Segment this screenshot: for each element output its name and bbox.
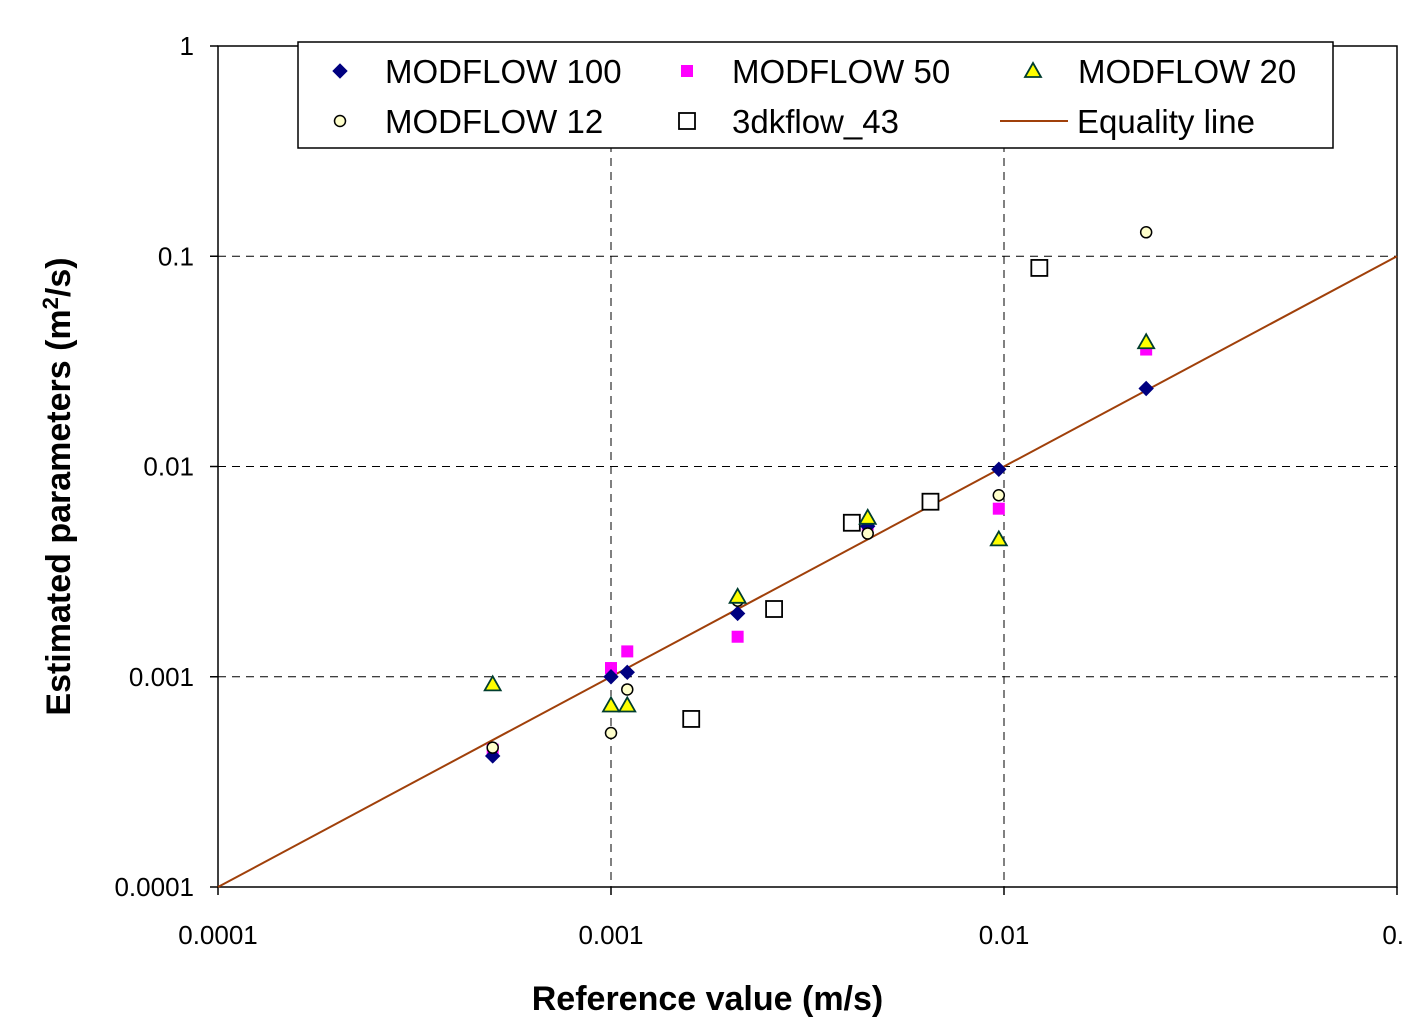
legend-swatch-modflow-12 bbox=[333, 114, 347, 128]
equality-line bbox=[217, 255, 1398, 888]
point-modflow-12-0 bbox=[486, 741, 499, 754]
point-modflow-12-2 bbox=[621, 683, 634, 696]
legend-label-modflow-50: MODFLOW 50 bbox=[732, 53, 950, 90]
point-modflow-20-2 bbox=[617, 695, 637, 713]
x-tick-label-3: 0. bbox=[1382, 920, 1404, 950]
point-modflow-20-5 bbox=[989, 529, 1009, 547]
y-tick-label-3: 0.1 bbox=[158, 241, 194, 271]
x-tick-label-0: 0.0001 bbox=[178, 920, 258, 950]
y-axis-title-end: /s) bbox=[40, 257, 78, 297]
point-modflow-50-5 bbox=[992, 502, 1005, 515]
equality-line-layer bbox=[217, 255, 1398, 888]
point-modflow-20-4 bbox=[858, 508, 878, 525]
y-tick-label-2: 0.01 bbox=[143, 452, 194, 482]
point-modflow-12-6 bbox=[1139, 226, 1153, 239]
gridlines bbox=[218, 46, 1397, 887]
legend-swatch-modflow-20 bbox=[1023, 61, 1043, 78]
point-modflow-20-1 bbox=[601, 695, 621, 713]
legend-swatch-3dkflow-43 bbox=[678, 112, 696, 130]
legend-box bbox=[297, 41, 1334, 149]
point-modflow-50-3 bbox=[731, 630, 744, 643]
x-tick-label-1: 0.001 bbox=[578, 920, 643, 950]
x-tick-label-2: 0.01 bbox=[979, 920, 1030, 950]
legend-swatch-modflow-100 bbox=[332, 63, 348, 79]
point-3dkflow-43-1 bbox=[765, 600, 783, 618]
point-modflow-100-1 bbox=[603, 669, 619, 685]
y-tick-label-1: 0.001 bbox=[129, 662, 194, 692]
y-axis-title-superscript: 2 bbox=[38, 297, 63, 309]
legend: MODFLOW 100 MODFLOW 50 MODFLOW 20 MODFLOW 1… bbox=[297, 41, 1334, 149]
point-modflow-20-0 bbox=[483, 674, 503, 692]
point-modflow-100-3 bbox=[729, 605, 746, 622]
legend-label-3dkflow-43: 3dkflow_43 bbox=[732, 103, 899, 140]
legend-label-modflow-100: MODFLOW 100 bbox=[385, 53, 622, 90]
x-axis-title: Reference value (m/s) bbox=[532, 980, 884, 1018]
point-modflow-50-1 bbox=[605, 662, 617, 675]
point-modflow-100-5 bbox=[991, 461, 1007, 477]
point-modflow-100-6 bbox=[1138, 380, 1154, 397]
legend-swatch-modflow-50 bbox=[681, 65, 693, 77]
point-3dkflow-43-2 bbox=[842, 513, 861, 532]
point-3dkflow-43-3 bbox=[921, 492, 940, 511]
y-axis-title: Estimated parameters (m2/s) bbox=[38, 257, 78, 715]
point-modflow-12-5 bbox=[992, 488, 1006, 502]
data-points bbox=[483, 226, 1156, 764]
legend-label-modflow-12: MODFLOW 12 bbox=[385, 103, 603, 140]
point-modflow-100-2 bbox=[619, 664, 635, 681]
point-3dkflow-43-0 bbox=[682, 710, 701, 728]
point-modflow-20-6 bbox=[1136, 332, 1156, 350]
point-modflow-12-1 bbox=[604, 726, 618, 740]
y-tick-label-0: 0.0001 bbox=[114, 872, 194, 902]
point-3dkflow-43-4 bbox=[1030, 259, 1049, 277]
point-modflow-20-3 bbox=[728, 586, 748, 604]
tick-labels: 0.0001 0.001 0.01 0. 0.0001 0.001 0.01 0.1 1 bbox=[114, 31, 1404, 950]
legend-label-equality-line: Equality line bbox=[1077, 103, 1255, 140]
y-axis-title-main: Estimated parameters (m bbox=[40, 309, 78, 715]
y-tick-label-4: 1 bbox=[180, 31, 194, 61]
legend-label-modflow-20: MODFLOW 20 bbox=[1078, 53, 1296, 90]
point-modflow-12-4 bbox=[861, 527, 874, 540]
point-modflow-50-2 bbox=[621, 645, 634, 658]
